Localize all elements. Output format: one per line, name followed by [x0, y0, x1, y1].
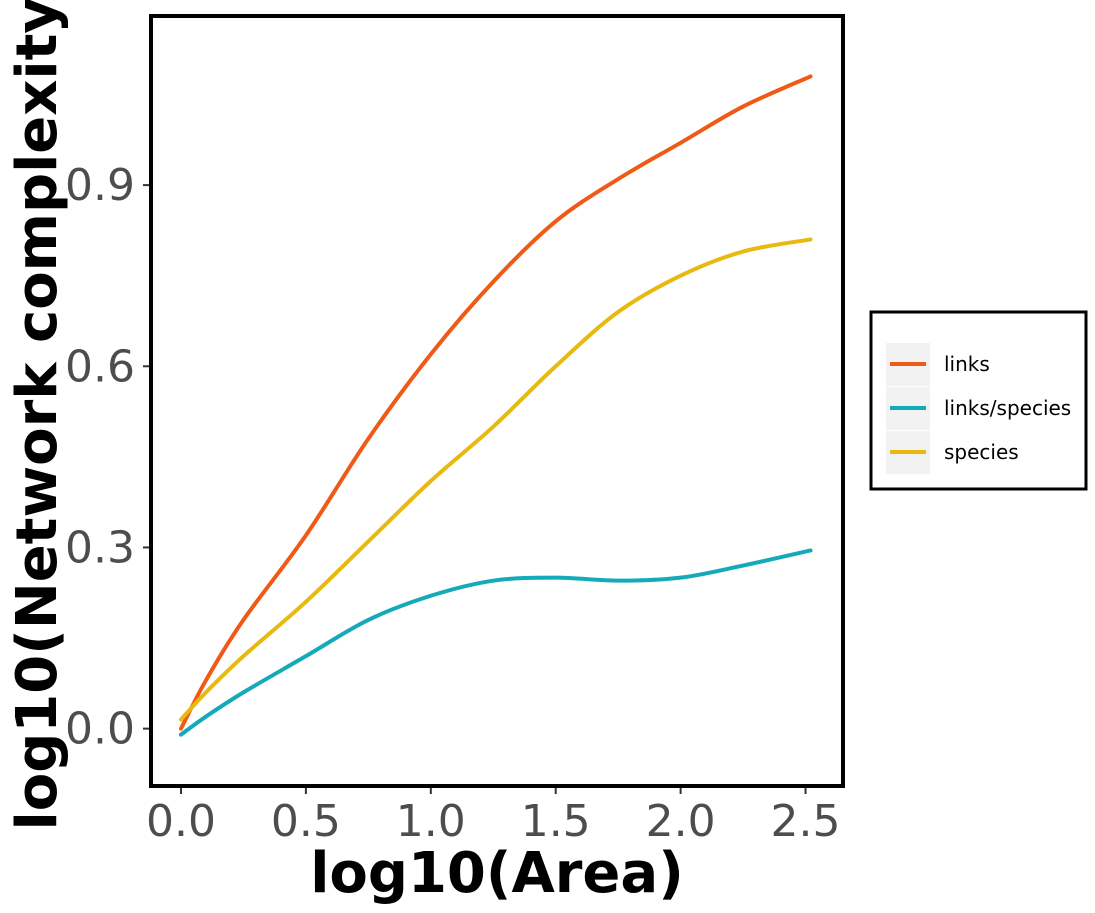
- legend-label: links: [944, 352, 990, 376]
- chart-marks: [178, 74, 813, 737]
- y-tick-label: 0.9: [65, 160, 135, 211]
- series-line-links-species: [178, 548, 813, 737]
- series-line-species: [178, 237, 813, 722]
- x-axis-title: log10(Area): [310, 841, 684, 906]
- legend-item-species: species: [886, 431, 1019, 474]
- legend-label: species: [944, 440, 1019, 464]
- y-tick-label: 0.3: [65, 522, 135, 573]
- legend-label: links/species: [944, 396, 1071, 420]
- legend-item-links: links: [886, 343, 990, 386]
- legend-item-links-species: links/species: [886, 387, 1071, 430]
- y-tick-label: 0.0: [65, 704, 135, 755]
- x-tick-label: 0.0: [146, 796, 216, 847]
- x-tick-label: 1.5: [521, 796, 591, 847]
- x-tick-label: 2.5: [771, 796, 841, 847]
- y-tick-label: 0.6: [65, 341, 135, 392]
- y-axis-title: log10(Network complexity): [5, 0, 70, 830]
- series-line-links: [178, 74, 813, 731]
- legend: links links/species species: [869, 310, 1088, 491]
- x-tick-label: 2.0: [646, 796, 716, 847]
- x-tick-label: 1.0: [396, 796, 466, 847]
- chart-ticks: 0.0 0.5 1.0 1.5 2.0 2.5 0.0 0.3 0.6 0.9: [65, 160, 841, 847]
- x-tick-label: 0.5: [271, 796, 341, 847]
- plot-panel-border: [149, 14, 845, 788]
